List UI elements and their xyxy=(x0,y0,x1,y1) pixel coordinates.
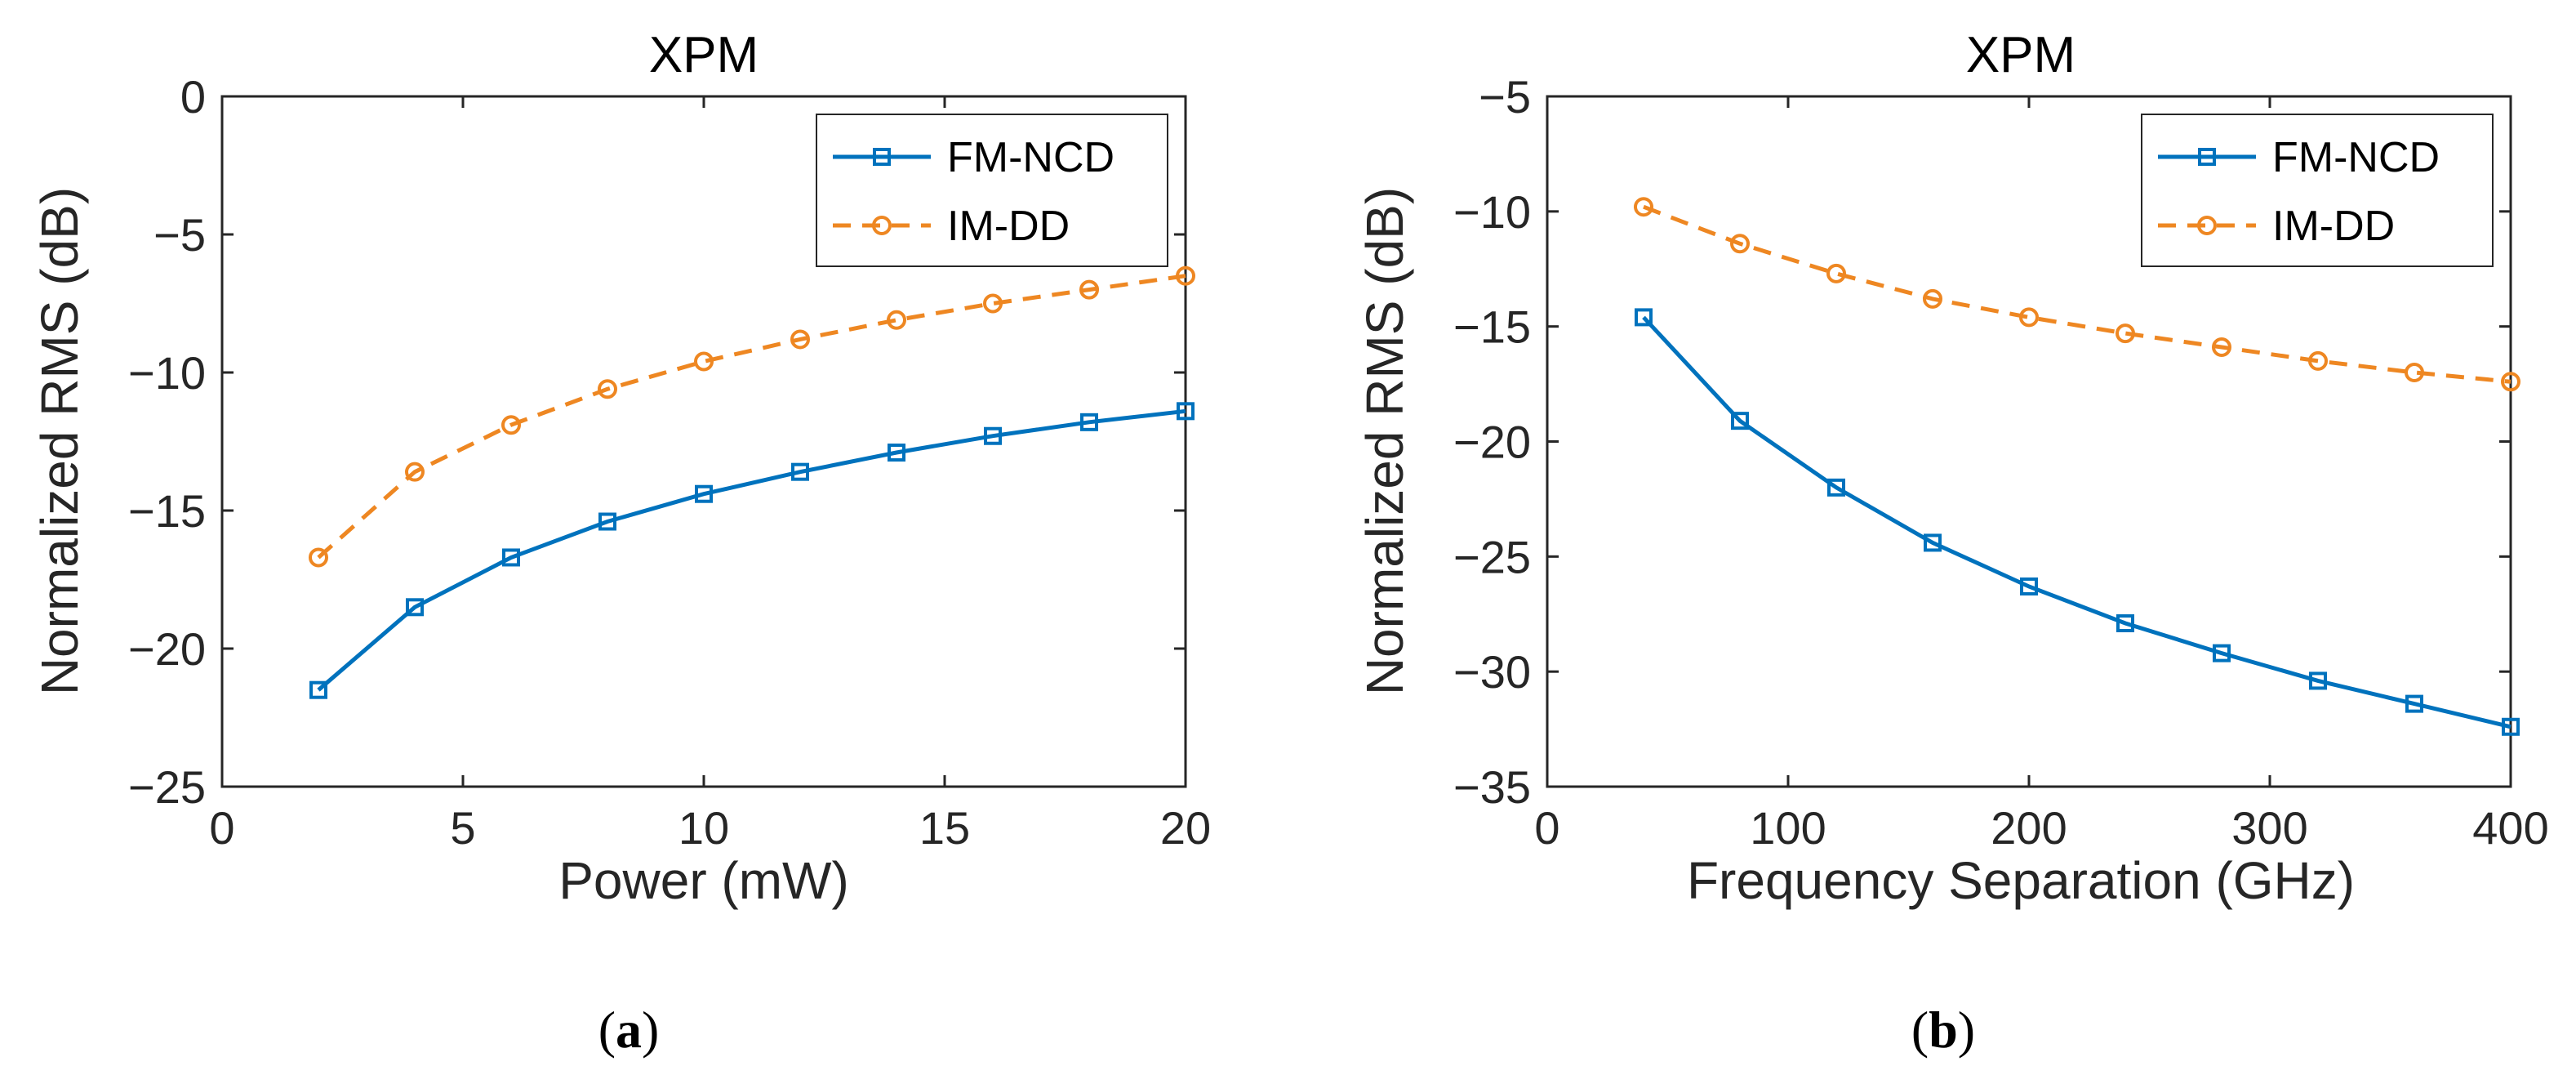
series-line-fm-ncd xyxy=(1642,315,2511,729)
y-tick-label: −20 xyxy=(1453,417,1531,468)
data-point-im-dd xyxy=(2501,372,2520,392)
x-tick-label: 15 xyxy=(919,802,970,854)
data-point-fm-ncd xyxy=(1177,402,1195,421)
data-point-fm-ncd xyxy=(888,444,905,462)
x-tick-label: 300 xyxy=(2231,802,2307,854)
data-point-im-dd xyxy=(1730,234,1750,254)
data-point-fm-ncd xyxy=(2405,694,2423,713)
legend-box xyxy=(816,114,1168,267)
x-tick-label: 10 xyxy=(678,802,729,854)
legend-marker-im-dd xyxy=(2197,216,2217,235)
x-axis-label-b: Frequency Separation (GHz) xyxy=(1687,851,2355,910)
y-tick-label: −30 xyxy=(1453,646,1531,698)
data-point-im-dd xyxy=(2308,350,2328,371)
chart-panel-a: XPM 0 5 10 15 200−5−10−15−20−25 FM-NCDIM-DD … xyxy=(30,27,1211,1059)
caption-b: (b) xyxy=(1911,1001,1975,1059)
data-point-im-dd xyxy=(983,293,1003,314)
chart-title-a: XPM xyxy=(649,27,759,83)
data-point-fm-ncd xyxy=(2116,614,2134,633)
x-tick-label: 5 xyxy=(450,802,475,854)
y-tick-label: −15 xyxy=(128,485,206,537)
y-tick-label: −15 xyxy=(1453,301,1531,353)
data-point-im-dd xyxy=(2116,323,2135,344)
data-point-im-dd xyxy=(1923,288,1942,309)
x-tick-label: 100 xyxy=(1750,802,1826,854)
legend-label-im-dd: IM-DD xyxy=(2272,203,2395,250)
data-point-fm-ncd xyxy=(502,548,520,567)
data-point-fm-ncd xyxy=(1635,308,1653,327)
series-lines-a xyxy=(309,265,1195,699)
y-tick-label: −20 xyxy=(128,623,206,675)
data-point-im-dd xyxy=(405,462,425,482)
y-tick-label: −10 xyxy=(1453,186,1531,238)
data-point-im-dd xyxy=(887,310,906,330)
data-point-fm-ncd xyxy=(2502,717,2520,736)
caption-letter-b: b xyxy=(1929,1001,1958,1059)
x-tick-label: 0 xyxy=(209,802,234,854)
legend-b: FM-NCD IM-DD xyxy=(2141,114,2494,267)
data-point-fm-ncd xyxy=(2309,671,2327,690)
x-axis-label-a: Power (mW) xyxy=(558,851,849,910)
data-point-fm-ncd xyxy=(1827,478,1845,497)
caption-a: (a) xyxy=(598,1001,660,1059)
data-point-fm-ncd xyxy=(406,598,424,617)
legend-label-fm-ncd: FM-NCD xyxy=(2272,134,2440,181)
data-point-fm-ncd xyxy=(1731,412,1749,430)
legend-label-im-dd: IM-DD xyxy=(947,203,1070,250)
x-tick-label: 0 xyxy=(1534,802,1559,854)
data-point-fm-ncd xyxy=(598,512,616,531)
data-point-im-dd xyxy=(2405,363,2424,382)
y-tick-label: −5 xyxy=(1479,71,1531,123)
data-point-im-dd xyxy=(2212,337,2231,358)
chart-title-b: XPM xyxy=(1966,27,2075,83)
x-tick-label: 200 xyxy=(1991,802,2067,854)
legend-marker-fm-ncd xyxy=(873,148,891,166)
legend-label-fm-ncd: FM-NCD xyxy=(947,134,1114,181)
data-point-im-dd xyxy=(1176,265,1195,286)
chart-panel-b: XPM 0 100 200 300 400 −5 −10 −15 −20 −25 −30 −35 FM… xyxy=(1355,27,2549,1059)
data-point-fm-ncd xyxy=(1080,413,1098,431)
y-axis-label-a: Normalized RMS (dB) xyxy=(30,187,89,695)
axis-ticks-a: 0 5 10 15 20 0 −5 −10 −15 −20 −25 xyxy=(128,71,1211,854)
data-point-fm-ncd xyxy=(695,484,713,503)
y-tick-label: 0 xyxy=(180,71,206,123)
axis-ticks-b: 0 100 200 300 400 −5 −10 −15 −20 −25 −30 −35 xyxy=(1453,71,2549,854)
legend-marker-fm-ncd xyxy=(2198,148,2216,166)
y-tick-label: −25 xyxy=(1453,531,1531,582)
series-line-im-dd xyxy=(317,274,1186,560)
y-tick-label: −5 xyxy=(153,209,206,261)
x-tick-label: 400 xyxy=(2472,802,2548,854)
x-tick-label: 20 xyxy=(1160,802,1211,854)
series-lines-b xyxy=(1634,197,2520,736)
series-line-fm-ncd xyxy=(317,408,1186,692)
data-point-fm-ncd xyxy=(791,462,809,481)
legend-a: FM-NCD IM-DD xyxy=(816,114,1168,267)
data-point-im-dd xyxy=(694,351,714,372)
data-point-im-dd xyxy=(1079,279,1099,300)
data-point-im-dd xyxy=(309,547,328,568)
y-axis-label-b: Normalized RMS (dB) xyxy=(1355,187,1414,695)
series-line-im-dd xyxy=(1643,204,2511,384)
y-tick-label: −10 xyxy=(128,347,206,399)
legend-marker-im-dd xyxy=(872,216,892,235)
legend-box xyxy=(2141,114,2494,267)
data-point-fm-ncd xyxy=(309,680,327,699)
data-point-im-dd xyxy=(790,329,810,350)
y-tick-label: −25 xyxy=(128,761,206,813)
data-point-im-dd xyxy=(1826,263,1846,283)
data-point-im-dd xyxy=(1634,197,1653,217)
data-point-im-dd xyxy=(598,379,617,399)
data-point-im-dd xyxy=(2019,307,2039,328)
y-tick-label: −35 xyxy=(1453,761,1531,813)
data-point-fm-ncd xyxy=(2213,644,2231,662)
data-point-im-dd xyxy=(501,415,521,435)
data-point-fm-ncd xyxy=(984,426,1002,445)
data-point-fm-ncd xyxy=(1924,533,1942,552)
data-point-fm-ncd xyxy=(2020,577,2038,595)
caption-letter-a: a xyxy=(616,1001,642,1059)
